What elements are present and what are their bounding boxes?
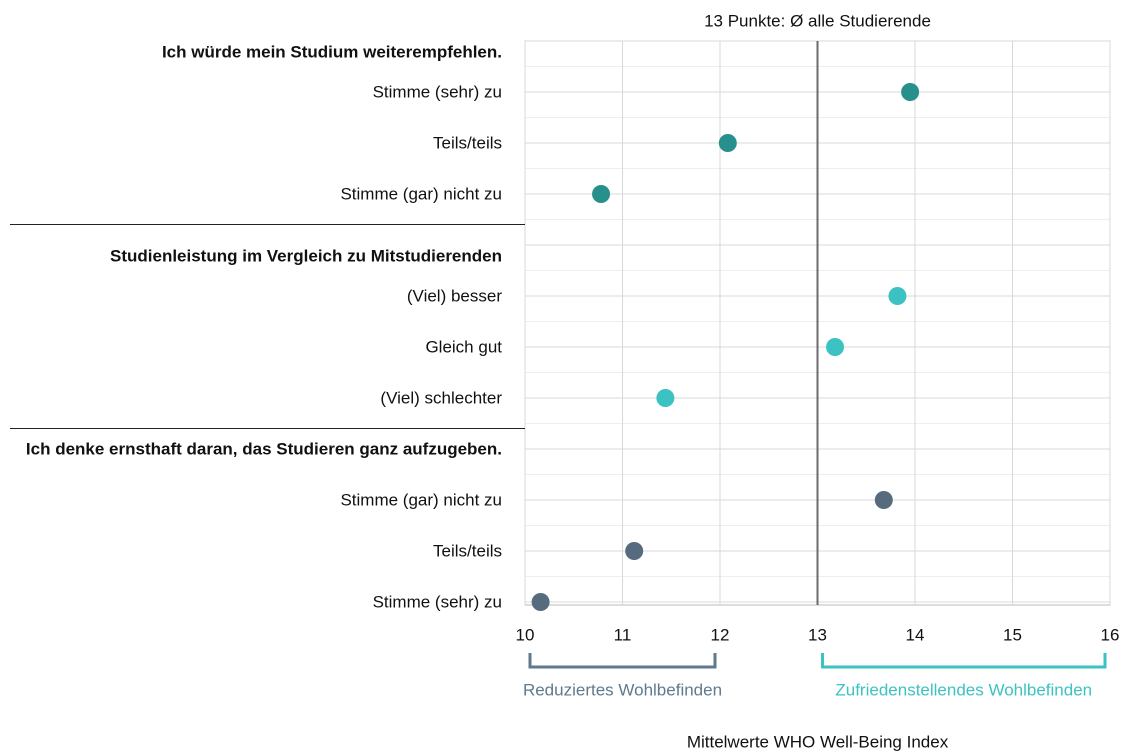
dot <box>874 491 893 509</box>
category-label: Stimme (sehr) zu <box>372 592 502 612</box>
group-title: Ich denke ernsthaft daran, das Studieren… <box>25 439 502 459</box>
reference-label: 13 Punkte: Ø alle Studierende <box>704 11 931 30</box>
range-label: Zufriedenstellendes Wohlbefinden <box>835 680 1092 699</box>
x-tick-label: 10 <box>516 625 535 644</box>
category-label: Teils/teils <box>433 541 502 561</box>
category-label: (Viel) schlechter <box>380 388 502 408</box>
dot <box>625 542 644 560</box>
group-title: Studienleistung im Vergleich zu Mitstudi… <box>110 246 502 266</box>
category-label: (Viel) besser <box>406 286 502 306</box>
dot <box>826 338 845 356</box>
x-axis-label: Mittelwerte WHO Well-Being Index <box>687 732 949 751</box>
x-tick-label: 15 <box>1003 625 1022 644</box>
category-label: Gleich gut <box>425 337 502 357</box>
x-tick-label: 16 <box>1101 625 1120 644</box>
category-label: Teils/teils <box>433 133 502 153</box>
range-bracket <box>821 653 1107 669</box>
range-bracket <box>528 653 717 669</box>
category-label: Stimme (sehr) zu <box>372 82 502 102</box>
dot <box>718 134 737 152</box>
x-tick-label: 13 <box>808 625 827 644</box>
dot <box>656 389 675 407</box>
x-tick-label: 12 <box>711 625 730 644</box>
x-tick-label: 11 <box>614 625 632 644</box>
dot <box>888 287 907 305</box>
dot <box>901 83 920 101</box>
category-label: Stimme (gar) nicht zu <box>340 490 502 510</box>
group-title: Ich würde mein Studium weiterempfehlen. <box>161 42 502 62</box>
category-label: Stimme (gar) nicht zu <box>340 184 502 204</box>
dot <box>531 593 550 611</box>
x-tick-label: 14 <box>906 625 925 644</box>
range-label: Reduziertes Wohlbefinden <box>523 680 722 699</box>
dot <box>592 185 611 203</box>
